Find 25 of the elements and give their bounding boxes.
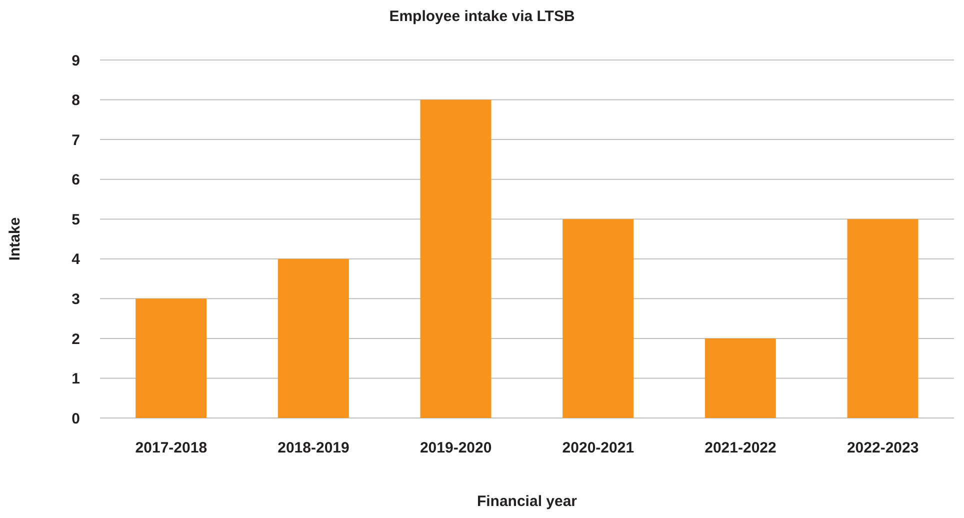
y-tick-label: 7 [72,132,80,149]
bar [278,258,349,418]
x-tick-label: 2018-2019 [278,440,350,457]
x-axis-title: Financial year [476,493,578,510]
bar [136,298,207,418]
bar [562,219,634,418]
chart-title: Employee intake via LTSB [388,8,576,25]
y-tick-label: 2 [72,330,80,348]
y-tick-label: 5 [72,211,80,228]
y-tick-label: 1 [72,370,80,388]
bar [704,338,776,418]
y-tick-label: 6 [72,172,80,189]
x-tick-label: 2022-2023 [846,440,919,457]
y-tick-label: 9 [72,52,80,70]
y-tick-label: 0 [72,410,80,428]
x-tick-label: 2021-2022 [704,440,776,457]
x-tick-label: 2019-2020 [420,440,492,457]
y-tick-label: 4 [72,251,81,268]
x-tick-label: 2017-2018 [135,440,208,457]
bar [847,219,918,418]
bar [420,100,492,418]
y-axis-title: Intake [6,217,24,261]
y-tick-label: 8 [72,92,80,110]
x-tick-label: 2020-2021 [562,440,634,457]
y-tick-label: 3 [72,290,80,308]
